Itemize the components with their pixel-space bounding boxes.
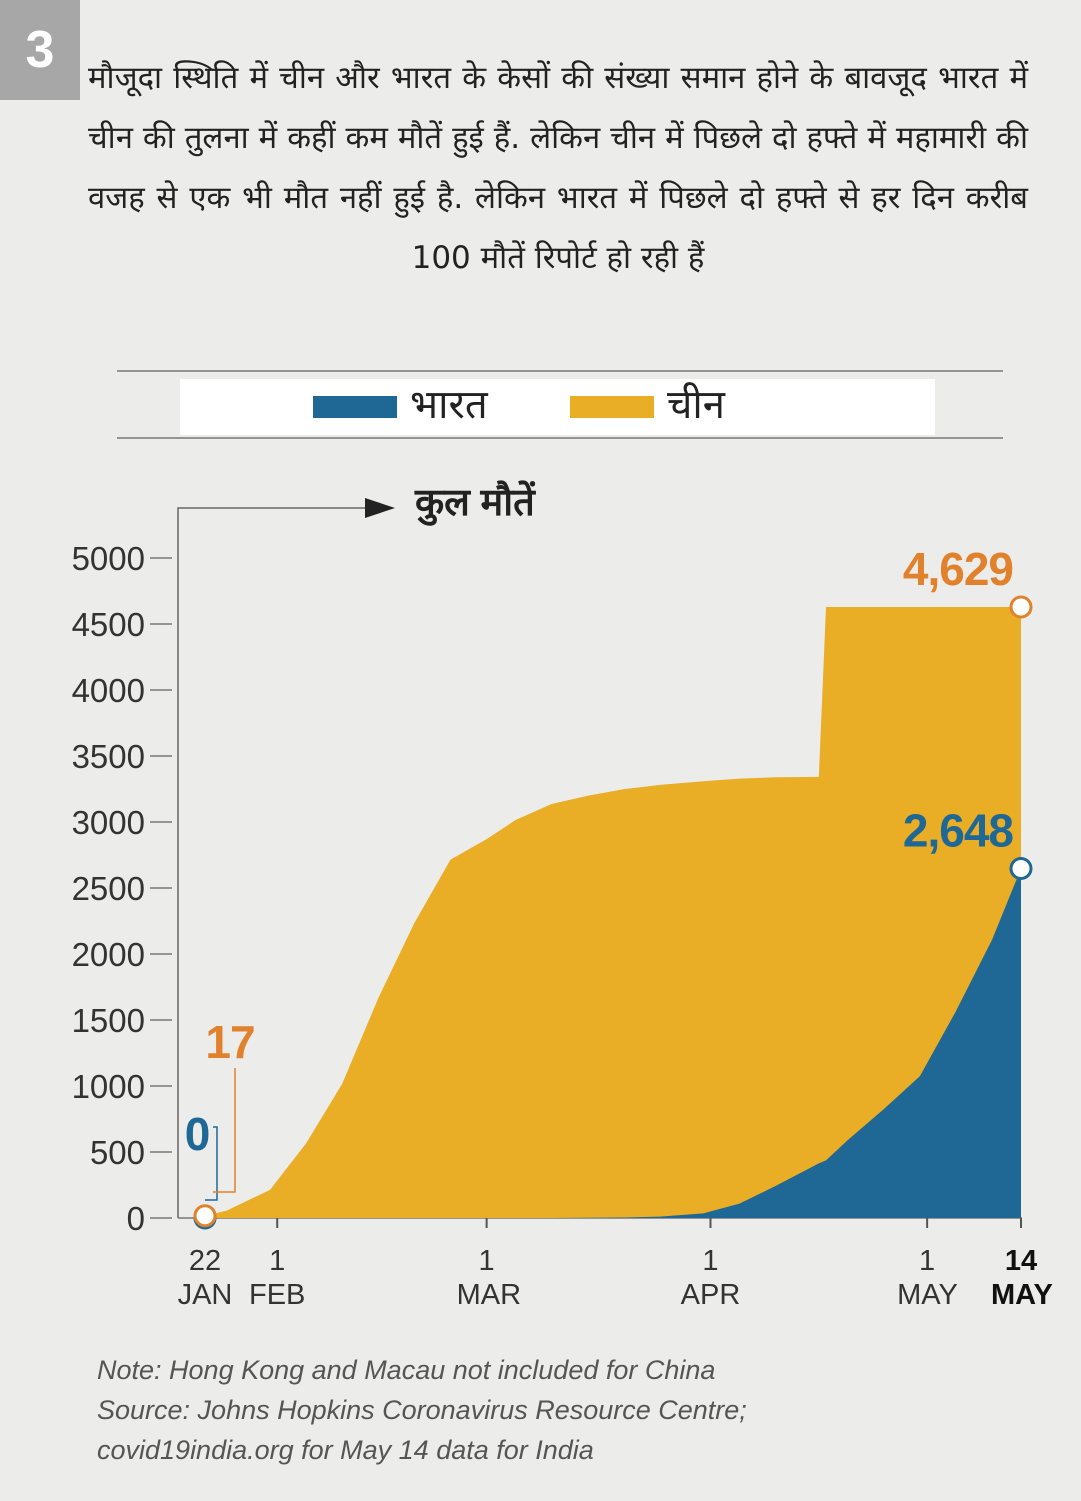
note: covid19india.org for May 14 data for Ind… <box>97 1435 594 1465</box>
y-tick-label: 500 <box>90 1134 145 1171</box>
y-tick-label: 1500 <box>72 1002 145 1039</box>
legend-swatch <box>313 396 397 418</box>
notes: Note: Hong Kong and Macau not included f… <box>97 1350 747 1470</box>
y-tick-label: 4500 <box>72 606 145 643</box>
x-tick-label: 1 APR <box>680 1245 741 1311</box>
value-label: 17 <box>205 1016 254 1068</box>
x-tick-label: 22 JAN <box>177 1245 233 1311</box>
y-tick-label: 4000 <box>72 672 145 709</box>
marker <box>193 1204 217 1228</box>
arrow-head <box>365 498 395 518</box>
legend-label: भारत <box>410 382 489 428</box>
note: Source: Johns Hopkins Coronavirus Resour… <box>97 1395 747 1425</box>
y-tick-label: 2000 <box>72 936 145 973</box>
axis-arrow <box>177 507 375 1218</box>
area <box>205 868 1021 1218</box>
leader <box>213 1068 236 1193</box>
y-tick-label: 2500 <box>72 870 145 907</box>
x-tick-label: 1 FEB <box>249 1245 306 1311</box>
value-label: 0 <box>185 1108 210 1160</box>
marker <box>1009 856 1033 880</box>
header: मौजूदा स्थिति में चीन और भारत के केसों क… <box>88 60 1028 276</box>
x-tick-label: 1 MAR <box>456 1245 522 1311</box>
legend-swatch <box>570 396 654 418</box>
y-tick-label: 1000 <box>72 1068 145 1105</box>
legend-label: चीन <box>667 382 726 428</box>
y-axis-title: कुल मौतें <box>414 480 536 526</box>
y-tick-label: 0 <box>127 1200 145 1237</box>
x-tick-label: 14 MAY <box>991 1245 1053 1311</box>
area <box>205 606 1021 1218</box>
note: Note: Hong Kong and Macau not included f… <box>97 1355 716 1385</box>
value-label: 2,648 <box>903 804 1014 856</box>
badge: 3 <box>0 0 80 100</box>
marker <box>1009 595 1033 619</box>
value-label: 4,629 <box>903 543 1013 595</box>
y-tick-label: 3000 <box>72 804 145 841</box>
y-tick-label: 3500 <box>72 738 145 775</box>
legend-box <box>180 379 935 435</box>
x-tick-label: 1 MAY <box>897 1245 958 1311</box>
y-tick-label: 5000 <box>72 540 145 577</box>
leader <box>205 1126 218 1201</box>
